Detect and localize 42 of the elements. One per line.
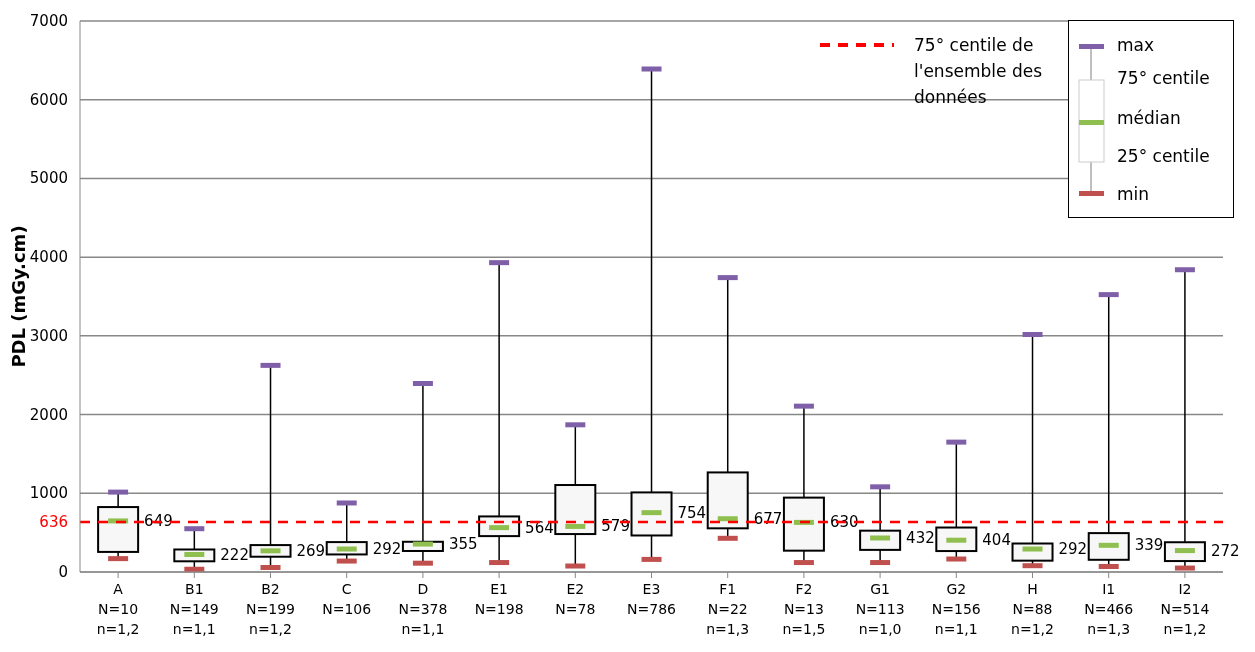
text: 432 (906, 529, 935, 547)
y-tick-label: 7000 (29, 12, 68, 30)
annotation: max (1117, 35, 1155, 55)
y-tick-label: 5000 (29, 169, 68, 188)
text: 677 (753, 509, 783, 528)
legend-label: 75° centile de l'ensemble des données (914, 34, 1043, 109)
text: 272 (1210, 541, 1240, 560)
y-tick-label: 636 (39, 512, 68, 531)
x-tick-label: A N=10 n=1,2 (96, 581, 140, 637)
text: 404 (982, 531, 1011, 550)
annotation: 75° centile (1117, 68, 1210, 88)
annotation: 25° centile (1117, 146, 1210, 166)
x-tick-label: I1 N=466 n=1,3 (1084, 581, 1134, 637)
x-tick-label: G1 N=113 n=1,0 (855, 581, 905, 637)
text: 754 (677, 503, 707, 522)
y-axis-title: PDL (mGy.cm) (8, 225, 30, 368)
text: 292 (1058, 540, 1088, 559)
x-tick-label: F1 N=22 n=1,3 (706, 581, 750, 637)
x-tick-label: E3 N=786 (627, 581, 677, 617)
x-tick-label: F2 N=13 n=1,5 (782, 581, 826, 637)
y-tick-label: 2000 (29, 405, 68, 424)
y-tick-label: 4000 (29, 248, 68, 267)
x-tick-label: G2 N=156 n=1,1 (931, 581, 981, 637)
x-tick-label: I2 N=514 n=1,2 (1160, 581, 1210, 637)
x-tick-label: B1 N=149 n=1,1 (169, 581, 219, 637)
x-tick-label: H N=88 n=1,2 (1011, 581, 1054, 637)
text: 269 (296, 541, 326, 560)
annotation: min (1117, 184, 1150, 204)
x-tick-label: C N=106 (322, 581, 372, 617)
y-tick-label: 3000 (29, 326, 68, 345)
text: 339 (1134, 536, 1164, 555)
x-tick-label: E1 N=198 (474, 581, 524, 617)
x-tick-label: E2 N=78 (555, 581, 596, 617)
x-tick-label: B2 N=199 n=1,2 (246, 581, 295, 637)
x-tick-label: D N=378 n=1,1 (398, 581, 448, 637)
y-tick-label: 1000 (29, 484, 68, 503)
y-tick-label: 6000 (29, 90, 68, 109)
text: 292 (372, 540, 402, 559)
y-tick-label: 0 (58, 563, 68, 581)
annotation: médian (1117, 108, 1181, 128)
text: 355 (448, 535, 478, 554)
text: 222 (220, 545, 249, 564)
